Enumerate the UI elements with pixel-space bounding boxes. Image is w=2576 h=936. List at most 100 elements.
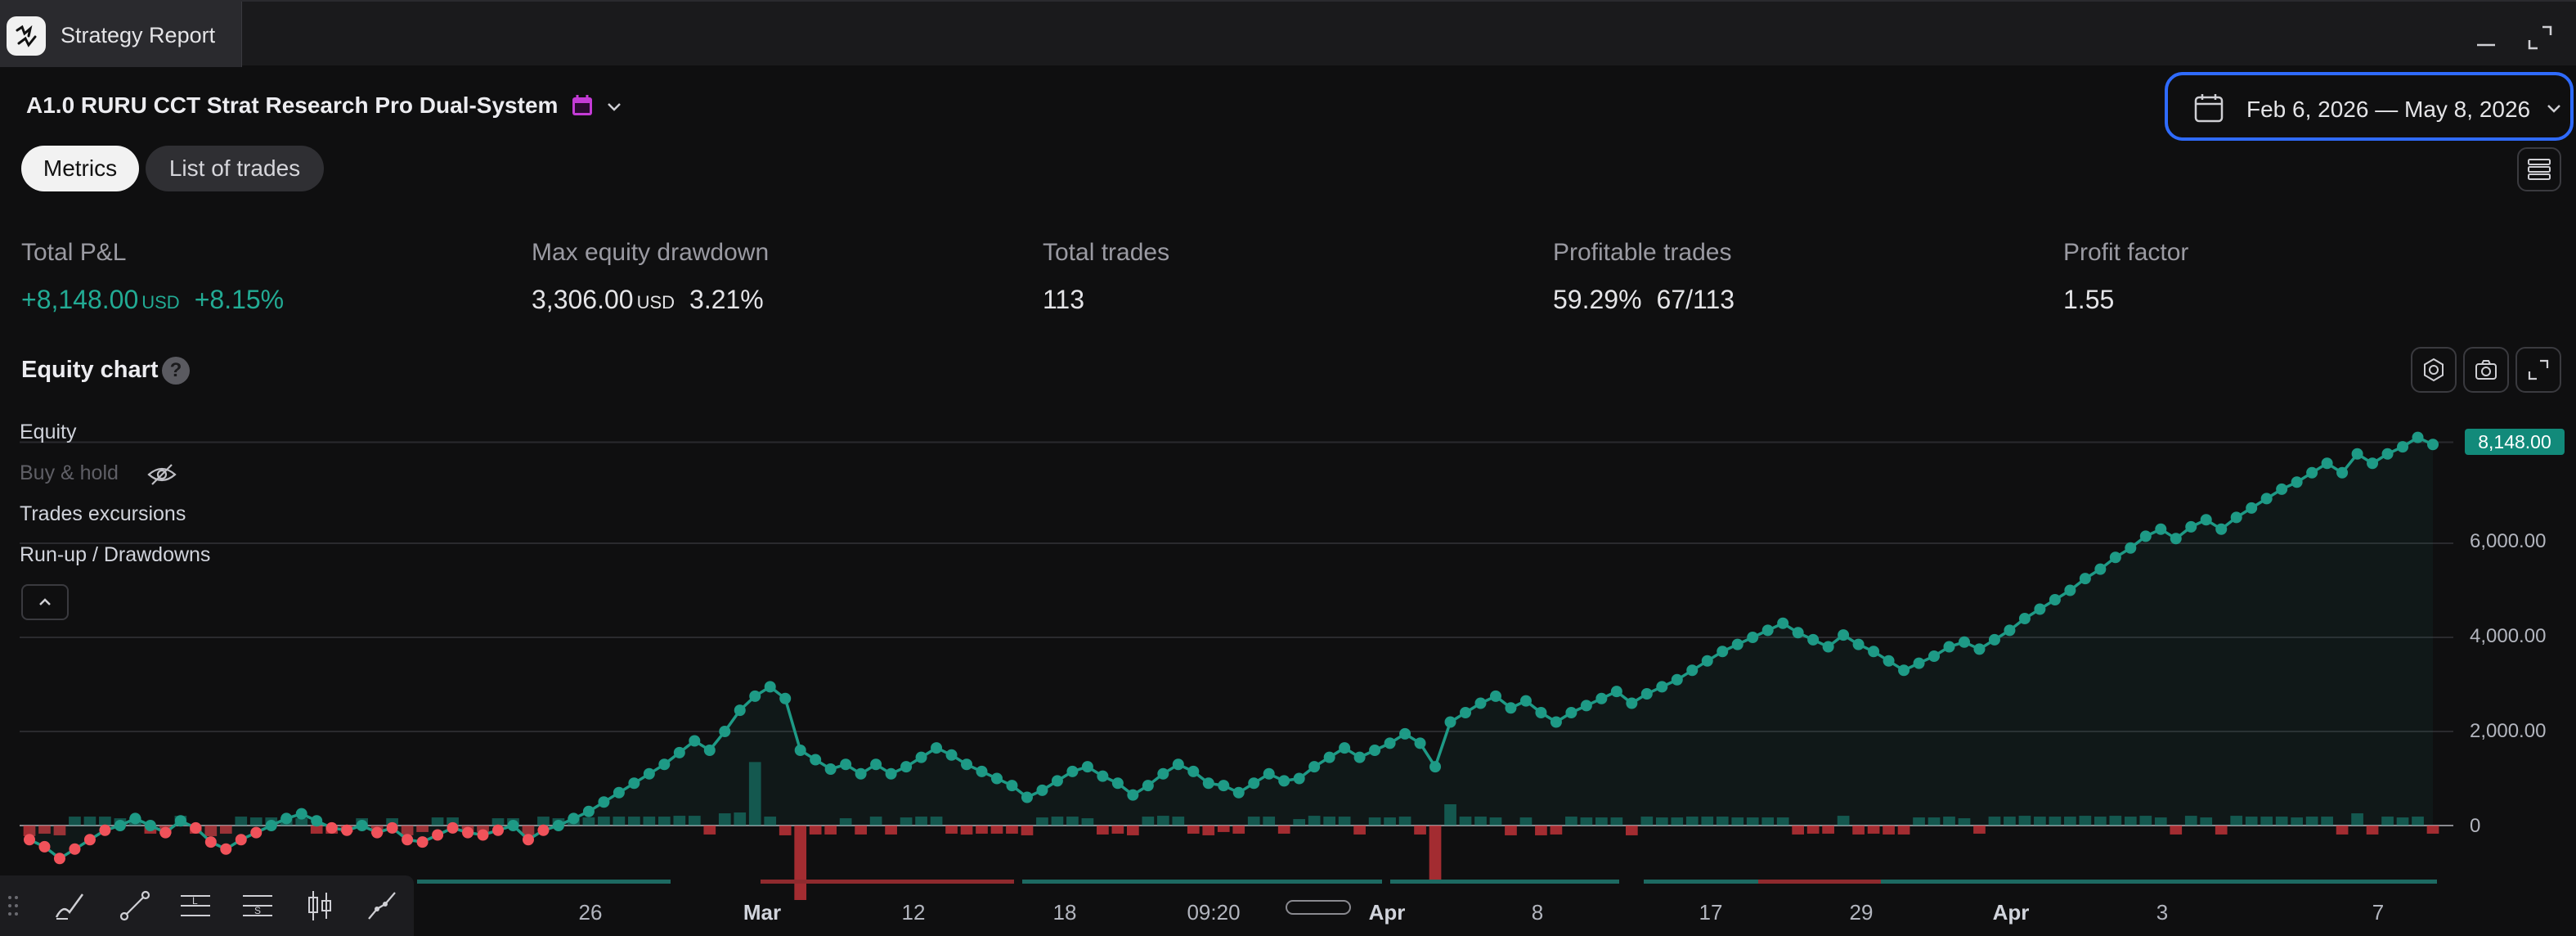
equity-point [810, 754, 822, 766]
time-scale-handle[interactable] [1286, 900, 1351, 915]
equity-point [1474, 697, 1487, 709]
equity-point [1777, 617, 1789, 629]
equity-point [2246, 502, 2258, 514]
equity-point [83, 834, 96, 846]
chart-settings-button[interactable] [2411, 347, 2457, 393]
run-up-bar [1066, 817, 1079, 826]
profitable-percent: 59.29% [1553, 285, 1642, 314]
equity-point [2170, 533, 2182, 545]
eye-off-icon[interactable] [146, 460, 178, 489]
legend-equity[interactable]: Equity [20, 421, 77, 443]
chart-screenshot-button[interactable] [2463, 347, 2509, 393]
profitable-ratio: 67/113 [1656, 285, 1735, 314]
drawdown-bar [1353, 826, 1366, 835]
equity-point [2427, 439, 2439, 451]
drawdown-bar [1202, 826, 1215, 835]
x-tick-label: 3 [2156, 900, 2169, 925]
equity-point [311, 815, 323, 827]
run-up-bar [491, 818, 505, 826]
x-tick-label: 09:20 [1187, 900, 1241, 925]
short-position-tool-icon[interactable]: S [239, 887, 276, 925]
equity-point [2412, 431, 2424, 443]
equity-point [885, 767, 897, 780]
drawdown-bar [522, 826, 535, 836]
run-up-bar [2260, 817, 2273, 826]
drawdown-bar [2426, 826, 2439, 834]
minimize-button[interactable] [2468, 20, 2504, 56]
run-up-bar [2275, 817, 2288, 826]
tradingview-logo-icon [7, 16, 46, 56]
equity-point [325, 821, 338, 834]
equity-point [1913, 657, 1925, 669]
equity-point [38, 840, 51, 853]
legend-collapse-button[interactable] [21, 584, 69, 620]
equity-point [250, 826, 263, 839]
equity-point [1187, 765, 1200, 777]
help-icon[interactable]: ? [162, 357, 190, 385]
equity-point [144, 820, 156, 831]
drawdown-value: 3,306.00 [532, 285, 634, 314]
long-position-tool-icon[interactable]: L [177, 887, 214, 925]
drawdown-bar [960, 826, 973, 835]
candlestick-tool-icon[interactable] [301, 887, 339, 925]
run-up-bar [2351, 813, 2363, 826]
equity-point [190, 821, 202, 834]
equity-point [915, 751, 927, 763]
equity-point [2109, 551, 2121, 564]
run-up-bar [386, 818, 398, 826]
equity-point [613, 786, 625, 799]
equity-point [1460, 707, 1472, 718]
equity-point [824, 763, 837, 775]
run-up-bar [613, 817, 626, 826]
drawdown-bar [1973, 826, 1986, 834]
legend-buy-hold[interactable]: Buy & hold [20, 461, 119, 484]
equity-point [1838, 629, 1850, 641]
run-up-bar [1913, 817, 1925, 826]
trend-line-tool-icon[interactable] [116, 887, 154, 925]
run-up-bar [2018, 816, 2031, 826]
drawdown-unit: USD [636, 292, 675, 313]
run-up-bar [915, 817, 927, 826]
run-up-bar [673, 816, 686, 826]
equity-point [1444, 716, 1456, 728]
equity-point [129, 812, 141, 825]
equity-point [1142, 780, 1154, 792]
metric-label: Total trades [1043, 239, 1170, 266]
chart-expand-button[interactable] [2515, 347, 2561, 393]
strategy-name[interactable]: A1.0 RURU CCT Strat Research Pro Dual-Sy… [26, 92, 559, 118]
drawdown-bar [1822, 826, 1834, 834]
excursion-segment [417, 880, 671, 884]
drag-handle-icon[interactable] [5, 887, 21, 925]
equity-point [1928, 650, 1941, 662]
equity-point [295, 808, 307, 820]
equity-point [598, 796, 610, 808]
equity-chart[interactable] [0, 409, 2576, 900]
tab-metrics[interactable]: Metrics [21, 146, 139, 191]
equity-point [840, 758, 852, 771]
equity-points [24, 431, 2439, 865]
metric-value: 1.55 [2063, 285, 2188, 315]
equity-point [1717, 646, 1729, 658]
tab-list-of-trades[interactable]: List of trades [146, 146, 324, 191]
date-range-picker[interactable]: Feb 6, 2026 — May 8, 2026 [2165, 72, 2574, 141]
legend-run-up-drawdowns[interactable]: Run-up / Drawdowns [20, 543, 211, 566]
layout-menu-button[interactable] [2517, 147, 2561, 191]
path-tool-icon[interactable] [363, 887, 401, 925]
equity-point [1626, 697, 1638, 709]
legend-trades-excursions[interactable]: Trades excursions [20, 502, 186, 525]
run-up-bar [900, 817, 913, 826]
metric-label: Max equity drawdown [532, 239, 770, 266]
y-tick-label: 2,000.00 [2470, 720, 2547, 742]
fullscreen-button[interactable] [2522, 20, 2558, 56]
drawdown-bar [885, 826, 897, 835]
equity-point [1157, 767, 1169, 780]
window-tab[interactable]: Strategy Report [0, 2, 242, 67]
run-up-bar [431, 817, 444, 826]
pnl-value: +8,148.00 [21, 285, 139, 314]
equity-point [2064, 584, 2076, 596]
equity-point [159, 826, 172, 839]
metric-total-trades: Total trades 113 [1043, 239, 1169, 315]
brush-tool-icon[interactable] [51, 887, 88, 925]
drawdown-bar [401, 826, 414, 835]
chevron-down-icon[interactable] [603, 95, 626, 118]
